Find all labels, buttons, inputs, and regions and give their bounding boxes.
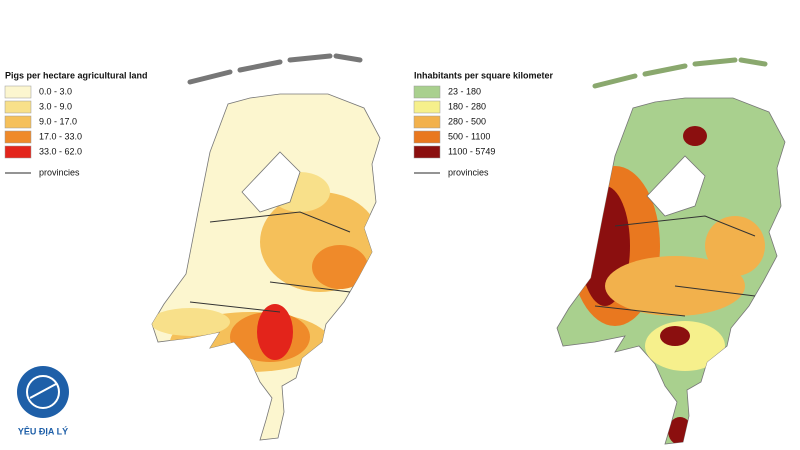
legend-swatch <box>413 145 441 159</box>
legend-label: 180 - 280 <box>448 101 486 111</box>
legend-swatch <box>413 130 441 144</box>
legend-swatch <box>413 115 441 129</box>
legend-label: 17.0 - 33.0 <box>39 131 82 141</box>
logo-text: YÊU ĐỊA LÝ <box>18 425 68 436</box>
legend-swatch <box>4 100 32 114</box>
legend-swatch <box>4 85 32 99</box>
legend-label: 1100 - 5749 <box>448 146 495 156</box>
legend-label: 280 - 500 <box>448 116 486 126</box>
legend-label: 3.0 - 9.0 <box>39 101 72 111</box>
legend-label: 0.0 - 3.0 <box>39 86 72 96</box>
legend-label: 500 - 1100 <box>448 131 490 141</box>
density-map <box>556 57 786 445</box>
legend-label: 23 - 180 <box>448 86 481 96</box>
legend-label: provincies <box>448 167 489 177</box>
legend-label: 33.0 - 62.0 <box>39 146 82 156</box>
legend-title: Inhabitants per square kilometer <box>414 70 554 80</box>
legend-swatch <box>413 85 441 99</box>
legend-label: provincies <box>39 167 80 177</box>
legend-label: 9.0 - 17.0 <box>39 116 77 126</box>
legend-title: Pigs per hectare agricultural land <box>5 70 148 80</box>
legend-swatch <box>4 115 32 129</box>
logo: YÊU ĐỊA LÝ <box>17 366 69 436</box>
legends: Pigs per hectare agricultural land 0.0 - … <box>4 70 554 177</box>
legend-swatch <box>413 100 441 114</box>
pig-map <box>151 53 381 441</box>
legend-swatch <box>4 130 32 144</box>
legend-swatch <box>4 145 32 159</box>
